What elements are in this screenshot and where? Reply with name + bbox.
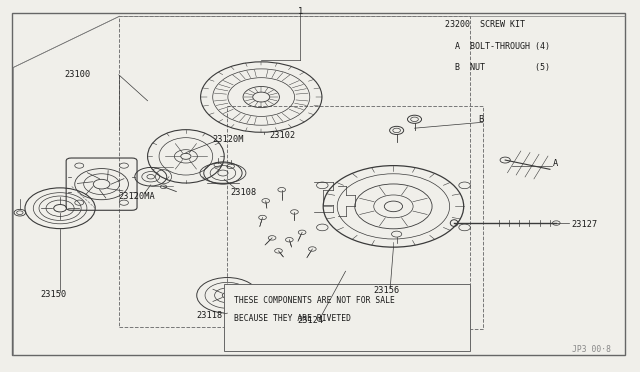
Text: 23118: 23118 bbox=[196, 311, 223, 320]
Text: 23102: 23102 bbox=[269, 131, 295, 141]
Text: JP3 00·8: JP3 00·8 bbox=[572, 345, 611, 354]
Text: 1: 1 bbox=[298, 7, 303, 16]
Bar bbox=[227, 106, 483, 329]
Text: 23124: 23124 bbox=[298, 316, 324, 325]
Text: BECAUSE THEY ARE RIVETED: BECAUSE THEY ARE RIVETED bbox=[234, 314, 351, 323]
Text: 23127: 23127 bbox=[571, 220, 597, 229]
Text: A  BOLT-THROUGH (4): A BOLT-THROUGH (4) bbox=[445, 42, 550, 51]
Bar bbox=[119, 16, 470, 327]
Text: 23120MA: 23120MA bbox=[119, 192, 156, 201]
Text: B  NUT          (5): B NUT (5) bbox=[445, 63, 550, 72]
Text: THESE COMPONENTS ARE NOT FOR SALE: THESE COMPONENTS ARE NOT FOR SALE bbox=[234, 296, 395, 305]
Text: A: A bbox=[553, 159, 558, 168]
Text: 23108: 23108 bbox=[230, 188, 257, 197]
Text: 23156: 23156 bbox=[374, 286, 400, 295]
Text: 23200  SCREW KIT: 23200 SCREW KIT bbox=[445, 20, 525, 29]
Text: 23100: 23100 bbox=[65, 70, 91, 79]
Text: B: B bbox=[478, 115, 484, 124]
Text: 23120M: 23120M bbox=[212, 135, 244, 144]
Bar bbox=[224, 284, 470, 351]
Text: 23150: 23150 bbox=[40, 290, 67, 299]
